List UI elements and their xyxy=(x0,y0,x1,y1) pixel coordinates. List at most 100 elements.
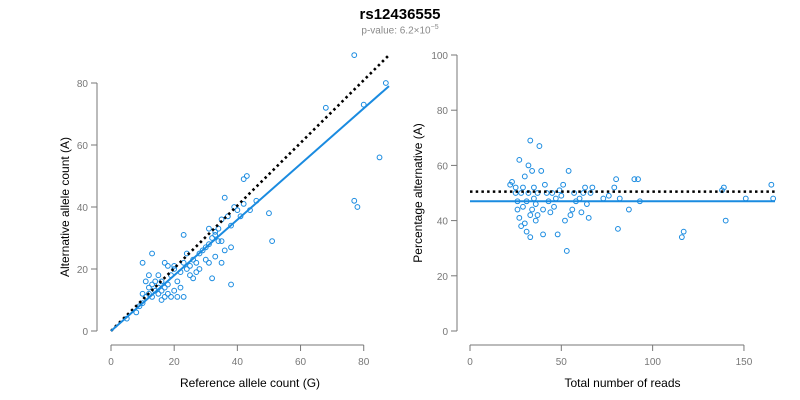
right-y-tick-label: 0 xyxy=(442,327,448,338)
left-data-point xyxy=(202,256,209,263)
left-data-point xyxy=(193,259,200,266)
left-x-tick-label: 80 xyxy=(358,357,370,368)
left-x-tick-label: 20 xyxy=(169,357,181,368)
right-data-point xyxy=(516,214,523,221)
right-data-point xyxy=(521,173,528,180)
left-data-point xyxy=(218,259,225,266)
right-data-point xyxy=(611,184,618,191)
right-data-point xyxy=(562,217,568,224)
left-data-point xyxy=(196,266,203,272)
left-data-point xyxy=(221,194,228,201)
right-data-point xyxy=(527,212,534,218)
right-data-point xyxy=(569,206,576,213)
left-data-point xyxy=(221,247,228,254)
right-data-point xyxy=(521,220,528,227)
left-data-point xyxy=(206,259,212,266)
right-x-tick-label: 0 xyxy=(467,357,473,368)
left-data-point xyxy=(196,250,203,257)
left-y-tick-label: 20 xyxy=(77,265,89,276)
left-data-point xyxy=(215,238,222,245)
left-data-point xyxy=(206,241,212,248)
p-value-prefix: p-value: xyxy=(361,25,400,37)
right-data-point xyxy=(582,184,588,191)
left-data-point xyxy=(161,294,168,300)
chart-title: rs12436555 xyxy=(359,6,441,23)
left-data-point xyxy=(158,287,165,294)
right-data-point xyxy=(552,195,559,202)
right-data-point xyxy=(722,217,729,224)
right-x-axis-label: Total number of reads xyxy=(564,376,680,390)
left-data-point xyxy=(228,222,234,229)
left-x-tick-label: 0 xyxy=(108,357,114,368)
left-data-point xyxy=(139,290,146,297)
left-data-point xyxy=(161,259,168,266)
left-data-point xyxy=(187,272,193,279)
left-data-point xyxy=(161,284,168,291)
left-data-point xyxy=(168,294,174,300)
left-data-point xyxy=(209,275,215,282)
right-data-point xyxy=(512,184,519,191)
left-data-point xyxy=(171,287,178,294)
left-data-point xyxy=(190,275,197,282)
right-data-point xyxy=(509,179,515,185)
left-data-point xyxy=(155,290,162,297)
left-data-point xyxy=(183,266,190,272)
left-scatter-panel: 0 20 40 60 80 0 20 40 60 80 Reference allele count… xyxy=(58,52,390,390)
right-data-point xyxy=(527,137,534,144)
left-x-axis-label: Reference allele count (G) xyxy=(180,376,320,390)
left-data-point xyxy=(354,204,361,210)
left-data-point xyxy=(218,238,225,245)
left-data-point xyxy=(164,290,171,297)
right-data-point xyxy=(589,184,596,191)
left-y-tick-label: 60 xyxy=(77,141,89,152)
right-data-point xyxy=(680,228,687,235)
left-data-point xyxy=(152,278,159,285)
left-fitted-line xyxy=(110,85,390,332)
left-data-point xyxy=(187,263,193,269)
right-data-point xyxy=(518,223,525,230)
right-data-point xyxy=(531,184,537,191)
left-data-point xyxy=(266,210,272,217)
left-data-point xyxy=(199,247,206,254)
right-y-tick-label: 40 xyxy=(437,217,449,228)
p-value-mantissa: 6.2 xyxy=(399,25,414,37)
right-data-point xyxy=(580,190,587,196)
left-data-point xyxy=(351,52,358,58)
right-y-tick-label: 100 xyxy=(431,51,448,62)
right-data-point xyxy=(543,190,550,196)
right-data-point xyxy=(514,206,521,213)
left-data-point xyxy=(228,281,234,288)
left-data-point xyxy=(146,290,152,297)
right-data-point xyxy=(531,195,537,202)
p-value-subtitle: p-value: 6.2×10−5 xyxy=(0,24,800,36)
left-data-point xyxy=(146,272,152,279)
right-data-point xyxy=(532,217,539,224)
left-data-point xyxy=(243,173,250,179)
left-data-point xyxy=(202,244,209,251)
right-data-point xyxy=(770,195,777,202)
left-y-tick-label: 0 xyxy=(82,327,88,338)
right-data-point xyxy=(631,176,638,183)
left-data-point xyxy=(240,201,247,207)
left-data-point xyxy=(234,207,241,214)
right-data-point xyxy=(529,168,535,174)
right-data-point xyxy=(525,162,532,169)
right-data-point xyxy=(518,190,525,196)
right-data-point xyxy=(613,176,620,183)
left-x-tick-label: 60 xyxy=(295,357,307,368)
right-data-point xyxy=(516,156,523,163)
right-scatter-panel: 0 20 40 60 80 100 0 50 100 150 Total number of rea… xyxy=(411,51,777,390)
right-x-tick-label: 150 xyxy=(736,357,753,368)
right-data-point xyxy=(541,181,548,188)
left-data-point xyxy=(376,154,383,161)
right-y-axis-label: Percentage alternative (A) xyxy=(411,123,425,262)
left-data-point xyxy=(149,281,155,288)
left-y-tick-label: 80 xyxy=(77,79,89,90)
right-data-point xyxy=(547,209,554,216)
right-data-point xyxy=(558,192,565,199)
right-data-point xyxy=(583,201,590,207)
left-data-point xyxy=(322,104,329,111)
right-data-point xyxy=(551,203,557,210)
left-data-point xyxy=(158,297,165,303)
